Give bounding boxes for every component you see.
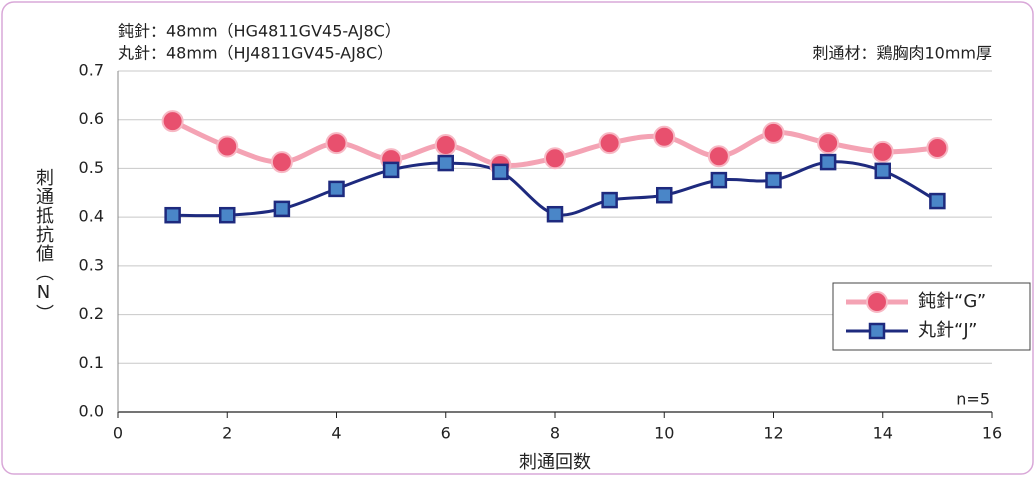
- x-tick-label: 8: [550, 424, 560, 443]
- legend-box: [832, 282, 1031, 351]
- x-axis-label: 刺通回数: [519, 452, 591, 473]
- point: [164, 206, 181, 224]
- x-tick-label: 0: [113, 424, 123, 443]
- point: [434, 134, 457, 157]
- point: [874, 162, 891, 180]
- y-tick-label: 0.3: [79, 255, 104, 274]
- y-tick-label: 0.4: [79, 207, 104, 226]
- point: [765, 171, 782, 189]
- point: [544, 147, 566, 170]
- annotation: 丸針：48mm（HJ4811GV45-AJ8C）: [118, 44, 393, 63]
- point: [710, 171, 728, 189]
- point: [656, 186, 673, 204]
- point: [546, 205, 564, 223]
- point: [328, 180, 345, 198]
- legend-label: 鈍針“G”: [918, 291, 986, 312]
- x-tick-label: 12: [763, 424, 783, 443]
- legend-marker: [868, 322, 886, 340]
- x-tick-label: 16: [982, 424, 1002, 443]
- point: [871, 140, 894, 163]
- annotation: 刺通材：鶏胸肉10mm厚: [812, 44, 992, 63]
- y-tick-label: 0.2: [79, 304, 104, 323]
- y-tick-label: 0.1: [79, 353, 104, 372]
- x-tick-label: 10: [654, 424, 674, 443]
- y-tick-label: 0.6: [79, 109, 104, 128]
- x-tick-label: 4: [331, 424, 341, 443]
- point: [161, 110, 184, 133]
- point: [926, 136, 949, 159]
- point: [325, 132, 348, 155]
- point: [929, 192, 946, 210]
- point: [492, 163, 509, 181]
- y-tick-label: 0.0: [79, 402, 104, 421]
- point: [216, 135, 239, 158]
- annotation: n=5: [956, 390, 990, 409]
- point: [219, 206, 236, 224]
- annotation: 鈍針：48mm（HG4811GV45-AJ8C）: [118, 22, 401, 41]
- point: [382, 161, 400, 179]
- y-tick-label: 0.7: [79, 61, 104, 80]
- point: [653, 125, 676, 148]
- point: [270, 151, 293, 174]
- y-tick-label: 0.5: [79, 158, 104, 177]
- point: [598, 132, 621, 155]
- point: [707, 145, 730, 168]
- point: [762, 121, 785, 144]
- y-axis-label: 刺通抵抗値（N）: [33, 168, 54, 323]
- legend-label: 丸針“J”: [918, 320, 977, 341]
- point: [817, 132, 840, 155]
- point: [273, 200, 291, 218]
- point: [437, 154, 454, 172]
- legend-marker: [866, 291, 888, 313]
- x-tick-label: 2: [222, 424, 232, 443]
- x-tick-label: 14: [873, 424, 893, 443]
- point: [819, 153, 837, 171]
- point: [601, 191, 618, 209]
- x-tick-label: 6: [441, 424, 451, 443]
